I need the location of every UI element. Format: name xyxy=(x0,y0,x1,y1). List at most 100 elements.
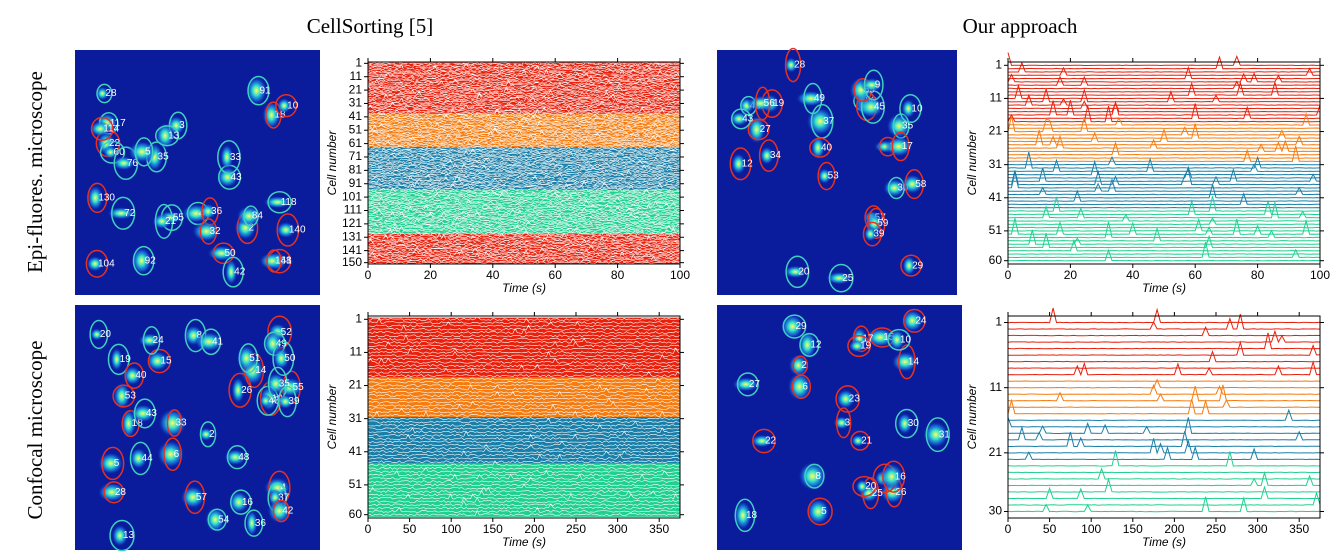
cell-blob xyxy=(901,309,924,333)
cell-contour xyxy=(862,221,883,247)
trace xyxy=(1007,491,1321,506)
cell-contour xyxy=(228,372,252,408)
trace xyxy=(367,64,681,71)
trace xyxy=(367,443,681,450)
trace xyxy=(367,486,681,494)
trace-band xyxy=(368,416,680,421)
cell-blob xyxy=(112,155,136,171)
y-tick-label: 1 xyxy=(995,57,1002,71)
cell-label: 10 xyxy=(900,334,912,345)
trace-band xyxy=(368,231,680,234)
cell-contour xyxy=(129,441,152,476)
x-tick-label: 20 xyxy=(424,268,438,282)
cell-label: 141 xyxy=(275,256,292,267)
trace xyxy=(1007,172,1321,189)
cell-label: 76 xyxy=(127,158,139,169)
trace-band xyxy=(368,171,680,173)
trace xyxy=(367,503,681,510)
trace-band xyxy=(368,154,680,157)
cell-label: 16 xyxy=(242,497,254,508)
cell-label: 34 xyxy=(770,150,782,161)
trace-band xyxy=(368,433,680,438)
trace xyxy=(1007,140,1321,156)
cell-label: 20 xyxy=(100,329,112,340)
trace-band xyxy=(368,162,680,165)
cell-contour xyxy=(900,254,922,277)
trace xyxy=(367,182,681,186)
trace xyxy=(367,417,681,424)
trace xyxy=(1007,156,1320,166)
cell-blob xyxy=(276,97,292,114)
trace xyxy=(1007,61,1321,73)
x-tick-label: 60 xyxy=(1189,268,1203,282)
trace xyxy=(1007,202,1321,219)
cell-contour xyxy=(782,314,807,339)
cell-label: 53 xyxy=(125,391,137,402)
trace xyxy=(367,69,681,76)
trace xyxy=(367,140,681,147)
y-tick-label: 41 xyxy=(349,444,363,458)
y-axis-label: Cell number xyxy=(965,130,979,196)
cell-blob xyxy=(87,185,104,211)
cell-label: 28 xyxy=(105,88,117,99)
trace-band xyxy=(368,403,680,408)
cell-contour xyxy=(803,82,823,115)
trace xyxy=(367,364,680,371)
trace-band xyxy=(368,88,680,90)
trace-band xyxy=(368,239,680,242)
trace xyxy=(1008,221,1321,239)
trace xyxy=(1008,340,1320,356)
trace xyxy=(1007,229,1321,245)
trace-band xyxy=(368,77,680,80)
trace xyxy=(367,148,681,152)
cell-label: 18 xyxy=(746,510,758,521)
cell-label: 12 xyxy=(742,158,754,169)
cell-label: 28 xyxy=(115,487,127,498)
trace xyxy=(367,199,681,206)
cell-blob xyxy=(860,77,884,93)
cell-label: 21 xyxy=(861,435,873,446)
cell-blob xyxy=(89,121,112,137)
cell-label: 24 xyxy=(153,335,165,346)
trace-band xyxy=(368,450,680,454)
trace xyxy=(1007,325,1321,337)
trace-band xyxy=(368,400,680,405)
cell-blob xyxy=(851,434,865,447)
trace-band xyxy=(368,76,680,78)
cell-contour xyxy=(238,343,258,374)
cell-blob xyxy=(922,421,949,449)
trace xyxy=(367,232,681,239)
cell-label: 92 xyxy=(145,255,157,266)
y-tick-label: 1 xyxy=(355,311,362,325)
cell-label: 22 xyxy=(765,436,777,447)
cell-contour xyxy=(835,385,861,413)
trace xyxy=(367,104,680,111)
cell-label: 2 xyxy=(801,360,807,371)
cell-blob xyxy=(236,205,262,227)
trace xyxy=(367,433,681,440)
x-tick-label: 80 xyxy=(1251,268,1265,282)
trace-band xyxy=(368,219,680,222)
plot-frame xyxy=(1007,61,1321,265)
trace xyxy=(367,156,681,160)
trace-band xyxy=(368,168,680,171)
trace xyxy=(1008,477,1321,493)
cell-label: 32 xyxy=(209,226,221,237)
cell-blob xyxy=(896,412,913,435)
trace xyxy=(1008,349,1321,363)
cell-label: 36 xyxy=(255,518,267,529)
plot-frame xyxy=(367,315,681,519)
cell-label: 49 xyxy=(276,338,288,349)
trace xyxy=(367,93,681,100)
trace-band xyxy=(368,261,680,264)
cell-blob xyxy=(152,213,172,230)
trace xyxy=(1007,496,1321,513)
trace xyxy=(1007,425,1321,441)
cell-contour xyxy=(134,137,154,167)
trace xyxy=(1008,430,1321,448)
trace-band xyxy=(368,390,680,395)
trace xyxy=(1008,123,1321,139)
trace xyxy=(1007,139,1321,153)
trace-band xyxy=(368,493,680,498)
trace xyxy=(367,350,681,358)
